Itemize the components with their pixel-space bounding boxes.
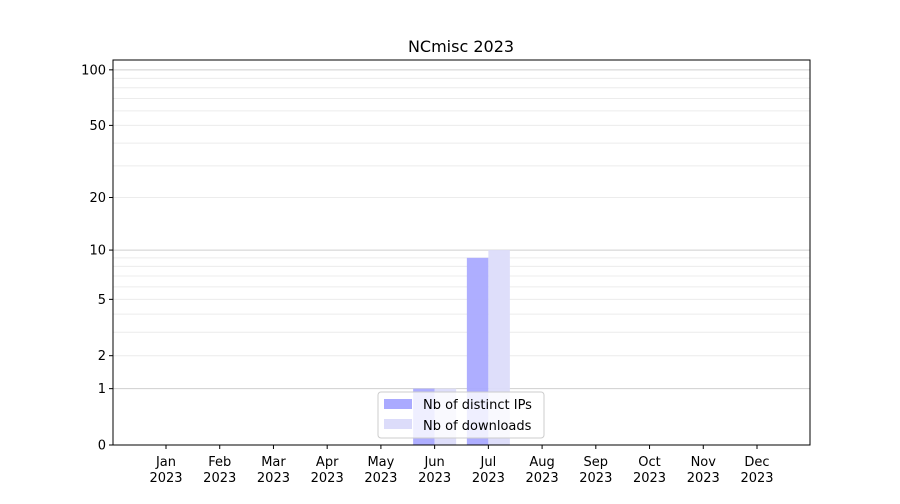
x-tick-label: 2023 — [526, 471, 559, 486]
x-tick-label: Jun — [423, 455, 444, 470]
legend-label-ips: Nb of distinct IPs — [423, 398, 532, 413]
x-tick-label: Jan — [155, 455, 176, 470]
x-tick-label: Apr — [316, 455, 339, 470]
x-tick-label: 2023 — [579, 471, 612, 486]
y-tick-label: 10 — [89, 244, 106, 259]
x-tick-label: 2023 — [311, 471, 344, 486]
grid — [113, 69, 810, 390]
x-axis: Jan2023Feb2023Mar2023Apr2023May2023Jun20… — [149, 445, 774, 486]
y-tick-label: 20 — [89, 191, 106, 206]
x-tick-label: 2023 — [418, 471, 451, 486]
x-tick-label: Mar — [261, 455, 286, 470]
x-tick-label: 2023 — [203, 471, 236, 486]
x-tick-label: 2023 — [364, 471, 397, 486]
y-tick-label: 1 — [98, 382, 106, 397]
y-tick-label: 0 — [98, 439, 106, 454]
chart-title: NCmisc 2023 — [408, 37, 514, 56]
legend: Nb of distinct IPs Nb of downloads — [377, 391, 545, 439]
x-tick-label: 2023 — [257, 471, 290, 486]
x-tick-label: Oct — [638, 455, 660, 470]
x-tick-label: Dec — [744, 455, 769, 470]
y-tick-label: 100 — [81, 63, 106, 78]
y-axis: 0 1 2 5 10 20 50 100 — [81, 63, 113, 454]
x-tick-label: Aug — [529, 455, 554, 470]
x-tick-label: 2023 — [472, 471, 505, 486]
legend-label-downloads: Nb of downloads — [423, 419, 532, 434]
x-tick-label: May — [367, 455, 394, 470]
legend-swatch-downloads — [384, 419, 412, 429]
x-tick-label: 2023 — [149, 471, 182, 486]
x-tick-label: 2023 — [687, 471, 720, 486]
x-tick-label: 2023 — [633, 471, 666, 486]
y-tick-label: 2 — [98, 349, 106, 364]
x-tick-label: Feb — [208, 455, 231, 470]
legend-swatch-ips — [384, 399, 412, 409]
x-tick-label: 2023 — [740, 471, 773, 486]
plot-frame — [112, 59, 811, 446]
x-tick-label: Sep — [584, 455, 609, 470]
y-tick-label: 50 — [89, 119, 106, 134]
x-tick-label: Nov — [691, 455, 717, 470]
x-tick-label: Jul — [480, 455, 497, 470]
y-tick-label: 5 — [98, 293, 106, 308]
